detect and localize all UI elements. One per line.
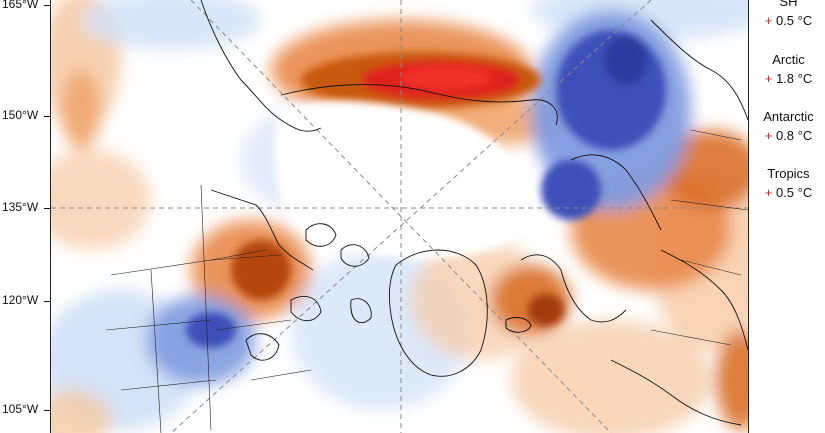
anomaly-patch [186,312,236,348]
region-name: SH [779,0,798,9]
region-value: + 0.8 °C [752,128,825,143]
anomaly-patch [51,390,111,433]
region-name: Tropics [767,166,810,181]
plus-sign: + [764,128,773,143]
anomaly-patch [511,320,711,433]
lat-label-135w: 135°W [2,200,39,214]
anomaly-patch [541,160,601,220]
lat-label-165w: 165°W [2,0,39,11]
legend-region-sh: SH + 0.5 °C [752,0,825,28]
lat-label-120w: 120°W [2,293,39,307]
latitude-axis: 165°W 150°W 135°W 120°W 105°W [0,0,50,433]
lat-tick [44,208,50,209]
anomaly-patch [401,66,491,90]
lat-label-105w: 105°W [2,402,39,416]
region-name: Antarctic [763,109,814,124]
legend: SH + 0.5 °C Arctic + 1.8 °C Antarctic + … [752,0,825,433]
plus-sign: + [764,13,773,28]
anomaly-patch [528,294,564,326]
lat-tick [44,410,50,411]
region-value: + 0.5 °C [752,185,825,200]
anomaly-patch [604,35,648,85]
lat-label-150w: 150°W [2,108,39,122]
legend-region-tropics: Tropics + 0.5 °C [752,166,825,200]
lat-tick [44,5,50,6]
region-value: + 1.8 °C [752,71,825,86]
region-value: + 0.5 °C [752,13,825,28]
anomaly-patch [51,150,151,250]
anomaly-value: 1.8 °C [775,71,813,86]
anomaly-patch [716,330,748,430]
temperature-anomaly-map[interactable] [50,0,749,433]
graticule [51,0,748,433]
region-name: Arctic [772,52,805,67]
anomaly-value: 0.5 °C [775,13,813,28]
political-borders [105,129,748,433]
plus-sign: + [764,71,773,86]
lat-tick [44,301,50,302]
coastlines [200,0,748,426]
lat-tick [44,116,50,117]
legend-region-arctic: Arctic + 1.8 °C [752,52,825,86]
legend-region-antarctic: Antarctic + 0.8 °C [752,109,825,143]
plus-sign: + [764,185,773,200]
anomaly-field [51,0,748,433]
polar-neutral-region [274,100,525,258]
anomaly-value: 0.5 °C [775,185,813,200]
anomaly-patch [61,70,101,150]
anomaly-patch [231,240,291,300]
anomaly-value: 0.8 °C [775,128,813,143]
